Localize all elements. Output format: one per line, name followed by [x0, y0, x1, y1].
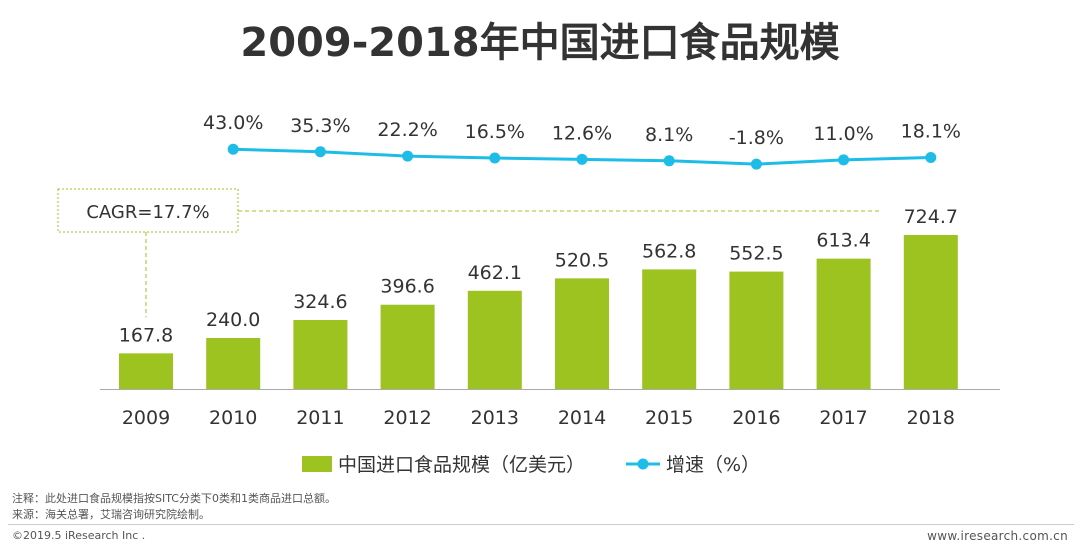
legend-bar-label: 中国进口食品规模（亿美元）: [338, 454, 585, 476]
x-tick-label-2017: 2017: [819, 407, 867, 429]
bar-value-label-2015: 562.8: [642, 240, 696, 262]
bar-value-label-2009: 167.8: [119, 324, 173, 346]
legend-line-marker: [637, 458, 649, 470]
bars-layer: 167.8 240.0 324.6 396.6 462.1 520.5 562.8 552.5…: [119, 206, 958, 389]
cagr-annotation-layer: CAGR=17.7%: [57, 188, 880, 318]
growth-point-2010: [227, 143, 239, 155]
chart-title: 2009-2018年中国进口食品规模: [240, 20, 840, 66]
x-tick-label-2016: 2016: [732, 407, 780, 429]
footer-website[interactable]: www.iresearch.com.cn: [927, 529, 1068, 543]
growth-point-2015: [663, 155, 675, 167]
x-tick-label-2012: 2012: [383, 407, 431, 429]
bar-2017: [816, 258, 871, 389]
footnote-remark: 注释：此处进口食品规模指按SITC分类下0类和1类商品进口总额。: [12, 492, 336, 505]
legend-bar-swatch: [302, 456, 332, 472]
x-tick-label-2015: 2015: [645, 407, 693, 429]
growth-point-2017: [838, 154, 850, 166]
legend-line-label: 增速（%）: [666, 454, 760, 476]
growth-point-2011: [314, 146, 326, 158]
x-tick-label-2018: 2018: [907, 407, 955, 429]
bar-value-label-2011: 324.6: [293, 291, 347, 313]
footer-divider: [8, 524, 1074, 525]
bar-value-label-2018: 724.7: [904, 206, 958, 228]
cagr-annotation-label: CAGR=17.7%: [86, 202, 209, 223]
growth-value-label-2017: 11.0%: [813, 123, 873, 145]
growth-value-label-2016: -1.8%: [729, 127, 784, 149]
x-tick-label-2009: 2009: [122, 407, 170, 429]
bar-value-label-2013: 462.1: [468, 262, 522, 284]
footer-copyright: ©2019.5 iResearch Inc .: [12, 529, 146, 542]
bar-value-label-2010: 240.0: [206, 309, 260, 331]
bar-2012: [380, 304, 435, 389]
growth-value-label-2018: 18.1%: [901, 120, 961, 142]
bar-value-label-2016: 552.5: [729, 243, 783, 265]
bar-2014: [555, 278, 609, 389]
growth-value-label-2010: 43.0%: [203, 112, 263, 134]
chart: 167.8 240.0 324.6 396.6 462.1 520.5 562.8 552.5…: [57, 112, 1000, 476]
x-tick-label-2010: 2010: [209, 407, 257, 429]
bar-2015: [642, 269, 697, 389]
growth-value-label-2013: 16.5%: [465, 121, 525, 143]
legend-layer: 中国进口食品规模（亿美元） 增速（%）: [302, 454, 760, 476]
growth-point-2013: [489, 152, 501, 164]
growth-value-label-2014: 12.6%: [552, 122, 612, 144]
bar-value-label-2017: 613.4: [816, 230, 870, 252]
bar-2013: [467, 290, 522, 389]
x-tick-label-2014: 2014: [558, 407, 606, 429]
bar-2018: [903, 235, 958, 389]
bar-2010: [206, 337, 261, 389]
x-tick-label-2013: 2013: [471, 407, 519, 429]
growth-line-layer: 43.0% 35.3% 22.2% 16.5% 12.6% 8.1% -1.8% 11.0% 1…: [203, 112, 961, 170]
growth-value-label-2015: 8.1%: [645, 124, 693, 146]
growth-point-2018: [925, 151, 937, 163]
growth-value-label-2011: 35.3%: [290, 115, 350, 137]
x-tick-label-2011: 2011: [296, 407, 344, 429]
growth-point-2016: [750, 158, 762, 170]
bar-2009: [119, 353, 173, 389]
footnote-source: 来源：海关总署，艾瑞咨询研究院绘制。: [12, 508, 210, 521]
x-axis-layer: 2009 2010 2011 2012 2013 2014 2015 2016 2017 2018: [100, 389, 1000, 429]
bar-value-label-2014: 520.5: [555, 249, 609, 271]
bar-2011: [293, 320, 348, 389]
growth-point-2014: [576, 153, 588, 165]
growth-value-label-2012: 22.2%: [377, 119, 437, 141]
bar-2016: [729, 271, 784, 389]
growth-point-2012: [402, 150, 414, 162]
cagr-annotation-box: [57, 188, 239, 233]
bar-value-label-2012: 396.6: [380, 276, 434, 298]
